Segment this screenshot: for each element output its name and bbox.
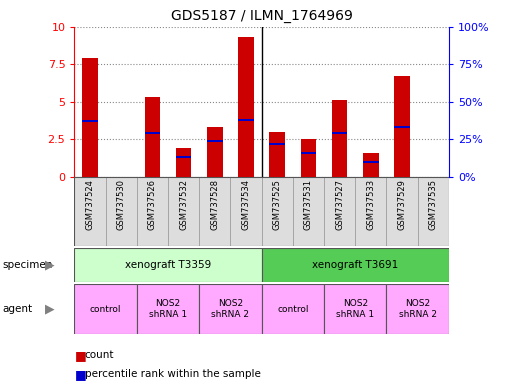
Text: percentile rank within the sample: percentile rank within the sample xyxy=(85,369,261,379)
Bar xyxy=(176,148,191,177)
Bar xyxy=(207,139,223,142)
Bar xyxy=(145,132,160,134)
Text: GSM737527: GSM737527 xyxy=(335,179,344,230)
Bar xyxy=(269,132,285,177)
Bar xyxy=(293,177,324,246)
Bar xyxy=(230,177,262,246)
Bar xyxy=(74,248,262,282)
Bar xyxy=(324,177,355,246)
Bar xyxy=(199,177,230,246)
Bar xyxy=(137,284,199,334)
Bar xyxy=(207,127,223,177)
Text: GSM737533: GSM737533 xyxy=(366,179,376,230)
Text: GSM737525: GSM737525 xyxy=(273,179,282,230)
Text: xenograft T3359: xenograft T3359 xyxy=(125,260,211,270)
Bar xyxy=(168,177,199,246)
Bar xyxy=(332,100,347,177)
Text: agent: agent xyxy=(3,304,33,314)
Bar xyxy=(74,284,137,334)
Text: ■: ■ xyxy=(74,349,86,362)
Bar xyxy=(145,97,160,177)
Bar xyxy=(301,139,316,177)
Text: xenograft T3691: xenograft T3691 xyxy=(312,260,399,270)
Bar xyxy=(355,177,386,246)
Bar xyxy=(82,58,98,177)
Bar xyxy=(176,156,191,158)
Text: GSM737524: GSM737524 xyxy=(86,179,94,230)
Text: ▶: ▶ xyxy=(46,303,55,316)
Text: NOS2
shRNA 1: NOS2 shRNA 1 xyxy=(336,300,374,319)
Bar xyxy=(262,284,324,334)
Bar xyxy=(262,177,293,246)
Text: count: count xyxy=(85,350,114,360)
Bar xyxy=(74,177,106,246)
Text: GSM737530: GSM737530 xyxy=(116,179,126,230)
Bar xyxy=(106,177,137,246)
Text: ▶: ▶ xyxy=(46,258,55,271)
Bar xyxy=(418,177,449,246)
Text: NOS2
shRNA 2: NOS2 shRNA 2 xyxy=(211,300,249,319)
Bar xyxy=(332,132,347,134)
Bar xyxy=(386,177,418,246)
Bar xyxy=(238,37,254,177)
Text: NOS2
shRNA 1: NOS2 shRNA 1 xyxy=(149,300,187,319)
Bar xyxy=(363,161,379,163)
Bar xyxy=(363,153,379,177)
Text: GSM737532: GSM737532 xyxy=(179,179,188,230)
Bar xyxy=(199,284,262,334)
Bar xyxy=(137,177,168,246)
Text: GSM737535: GSM737535 xyxy=(429,179,438,230)
Bar xyxy=(238,119,254,121)
Text: specimen: specimen xyxy=(3,260,53,270)
Bar xyxy=(386,284,449,334)
Bar xyxy=(394,76,410,177)
Bar xyxy=(394,126,410,128)
Bar xyxy=(82,120,98,122)
Title: GDS5187 / ILMN_1764969: GDS5187 / ILMN_1764969 xyxy=(171,9,352,23)
Bar xyxy=(324,284,386,334)
Text: control: control xyxy=(90,305,122,314)
Text: NOS2
shRNA 2: NOS2 shRNA 2 xyxy=(399,300,437,319)
Text: ■: ■ xyxy=(74,368,86,381)
Bar xyxy=(262,248,449,282)
Text: GSM737528: GSM737528 xyxy=(210,179,220,230)
Bar xyxy=(269,142,285,145)
Text: GSM737526: GSM737526 xyxy=(148,179,157,230)
Text: GSM737529: GSM737529 xyxy=(398,179,407,230)
Text: GSM737531: GSM737531 xyxy=(304,179,313,230)
Text: GSM737534: GSM737534 xyxy=(242,179,250,230)
Text: control: control xyxy=(277,305,309,314)
Bar xyxy=(301,152,316,154)
